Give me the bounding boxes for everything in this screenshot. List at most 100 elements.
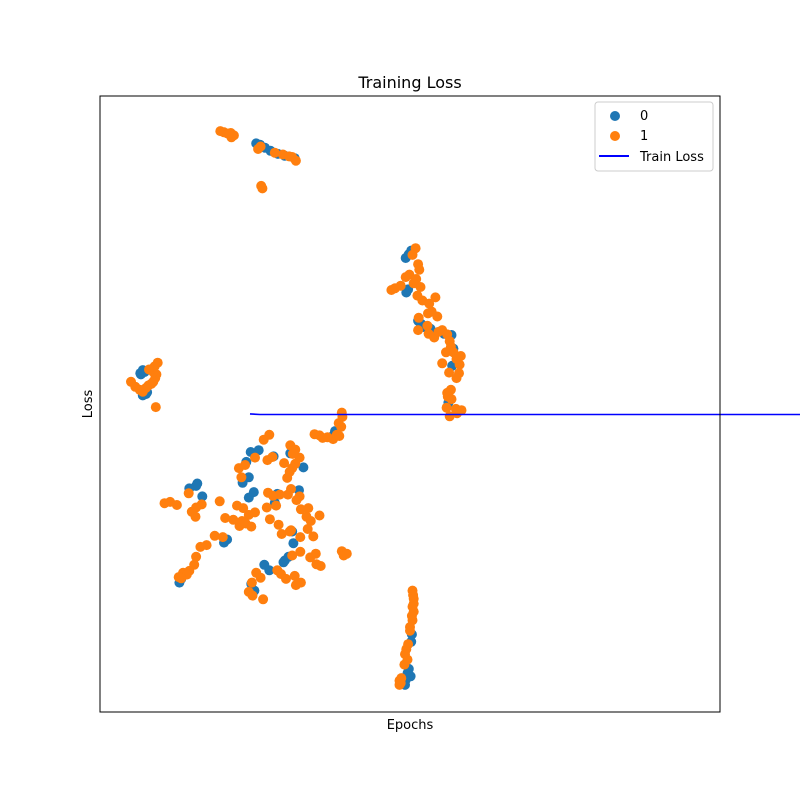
data-point-series-0 bbox=[197, 491, 208, 502]
data-point-series-1 bbox=[253, 144, 264, 154]
data-point-series-1 bbox=[257, 183, 268, 194]
data-point-series-1 bbox=[334, 431, 345, 441]
data-point-series-1 bbox=[289, 570, 300, 581]
data-point-series-1 bbox=[255, 572, 266, 583]
data-point-series-1 bbox=[273, 519, 284, 530]
legend-marker-1 bbox=[610, 131, 620, 141]
data-point-series-1 bbox=[263, 487, 273, 498]
data-point-series-1 bbox=[284, 526, 295, 537]
data-point-series-1 bbox=[224, 128, 234, 139]
data-point-series-1 bbox=[267, 452, 278, 462]
data-point-series-1 bbox=[258, 594, 269, 605]
data-point-series-1 bbox=[295, 504, 306, 515]
data-point-series-1 bbox=[414, 264, 425, 275]
data-point-series-1 bbox=[455, 351, 466, 361]
data-point-series-1 bbox=[405, 625, 415, 636]
data-point-series-1 bbox=[308, 531, 319, 542]
data-point-series-1 bbox=[290, 155, 301, 166]
data-point-series-1 bbox=[336, 421, 347, 432]
data-point-series-1 bbox=[400, 272, 411, 283]
data-point-series-1 bbox=[144, 364, 154, 375]
data-point-series-1 bbox=[432, 311, 443, 322]
data-point-series-0 bbox=[288, 538, 299, 549]
data-point-series-1 bbox=[407, 249, 418, 260]
data-point-series-1 bbox=[271, 500, 282, 511]
data-point-series-1 bbox=[310, 548, 321, 559]
data-point-series-0 bbox=[278, 557, 289, 568]
data-point-series-0 bbox=[243, 472, 254, 483]
data-point-series-1 bbox=[195, 541, 206, 552]
data-point-series-1 bbox=[341, 548, 352, 559]
data-point-series-1 bbox=[422, 320, 433, 331]
data-point-series-1 bbox=[415, 282, 426, 292]
legend-box bbox=[594, 101, 714, 172]
data-point-series-1 bbox=[444, 367, 455, 378]
data-point-series-0 bbox=[298, 462, 309, 473]
data-point-series-1 bbox=[451, 373, 462, 384]
data-point-series-1 bbox=[183, 488, 194, 499]
legend-label-0: 0 bbox=[640, 109, 648, 124]
data-point-series-1 bbox=[454, 359, 465, 370]
data-point-series-1 bbox=[279, 458, 290, 469]
data-point-series-1 bbox=[315, 561, 326, 571]
plot-frame bbox=[99, 95, 721, 713]
data-point-series-1 bbox=[250, 507, 260, 518]
chart-title: Training Loss bbox=[357, 73, 461, 92]
data-point-series-1 bbox=[309, 429, 320, 440]
data-point-series-1 bbox=[446, 394, 457, 405]
data-point-series-1 bbox=[190, 511, 201, 522]
data-point-series-1 bbox=[276, 529, 287, 539]
data-point-series-1 bbox=[282, 489, 293, 500]
data-point-series-1 bbox=[264, 514, 275, 525]
data-point-series-1 bbox=[214, 496, 225, 507]
data-point-series-1 bbox=[430, 292, 441, 303]
data-point-series-1 bbox=[441, 402, 452, 413]
data-point-series-1 bbox=[394, 675, 405, 686]
data-point-series-1 bbox=[413, 325, 424, 336]
data-point-series-1 bbox=[228, 514, 239, 525]
data-point-series-1 bbox=[236, 472, 247, 483]
data-point-series-1 bbox=[250, 452, 260, 463]
data-point-series-1 bbox=[302, 524, 313, 534]
data-point-series-1 bbox=[261, 502, 272, 513]
data-point-series-1 bbox=[314, 510, 325, 521]
lines-layer bbox=[249, 413, 800, 416]
data-point-series-1 bbox=[395, 280, 406, 291]
y-axis-label: Loss bbox=[81, 390, 96, 419]
data-point-series-1 bbox=[269, 147, 280, 158]
legend-marker-0 bbox=[610, 111, 620, 121]
legend-label-train-loss: Train Loss bbox=[639, 150, 704, 165]
data-point-series-1 bbox=[238, 503, 249, 514]
data-point-series-1 bbox=[399, 659, 410, 670]
legend-label-1: 1 bbox=[640, 129, 648, 144]
data-point-series-1 bbox=[437, 358, 448, 369]
data-point-series-1 bbox=[282, 472, 293, 483]
data-point-series-1 bbox=[246, 577, 257, 588]
series-1-points bbox=[126, 126, 467, 690]
legend: 0 1 Train Loss bbox=[594, 101, 714, 172]
data-point-series-1 bbox=[444, 411, 455, 422]
data-point-series-1 bbox=[424, 298, 435, 309]
data-point-series-1 bbox=[413, 312, 424, 323]
data-point-series-1 bbox=[441, 347, 451, 358]
data-point-series-0 bbox=[253, 445, 264, 456]
data-point-series-1 bbox=[305, 516, 316, 526]
data-point-series-1 bbox=[209, 530, 220, 541]
data-point-series-1 bbox=[150, 402, 161, 413]
x-axis-label: Epochs bbox=[387, 718, 434, 733]
data-point-series-1 bbox=[173, 572, 184, 583]
data-point-series-1 bbox=[247, 590, 258, 601]
data-point-series-1 bbox=[290, 580, 301, 591]
data-point-series-1 bbox=[295, 532, 306, 543]
data-point-series-0 bbox=[248, 487, 259, 498]
data-point-series-0 bbox=[192, 478, 203, 489]
data-point-series-1 bbox=[220, 513, 231, 523]
data-point-series-1 bbox=[291, 495, 302, 506]
data-point-series-1 bbox=[171, 500, 182, 510]
data-point-series-1 bbox=[258, 434, 269, 445]
data-point-series-1 bbox=[233, 463, 244, 474]
data-point-series-1 bbox=[152, 357, 163, 368]
points-layer bbox=[126, 126, 467, 690]
train-loss-line bbox=[249, 413, 800, 416]
